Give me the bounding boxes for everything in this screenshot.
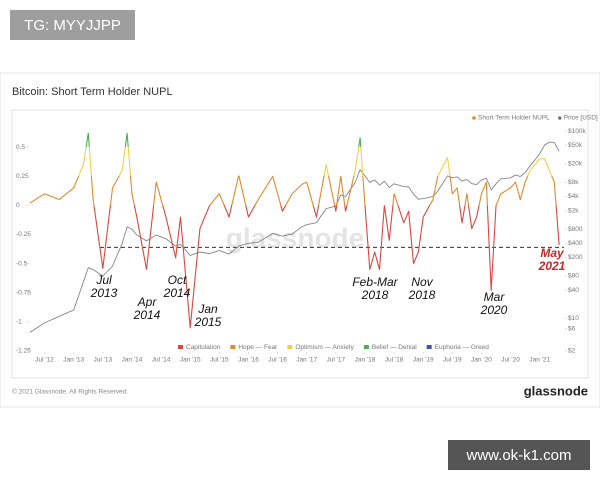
legend-label: Capitulation bbox=[186, 344, 221, 351]
nupl-line bbox=[29, 132, 560, 329]
annotation: 2014 bbox=[133, 308, 161, 322]
x-tick-label: Jul '18 bbox=[385, 357, 404, 364]
y-tick-label: 0.25 bbox=[16, 173, 29, 180]
y2-tick-label: $6 bbox=[568, 325, 576, 332]
annotation: Jan bbox=[197, 302, 218, 316]
badge: TG: MYYJJPP bbox=[10, 10, 135, 40]
legend-label: Belief — Denial bbox=[372, 344, 417, 351]
annotation: Oct bbox=[168, 273, 187, 287]
y2-tick-label: $4k bbox=[568, 193, 579, 200]
legend-swatch bbox=[287, 345, 293, 349]
legend-label: Hope — Fear bbox=[238, 344, 278, 351]
y2-tick-label: $2k bbox=[568, 207, 579, 214]
legend-swatch bbox=[230, 345, 236, 349]
legend-swatch bbox=[557, 116, 562, 120]
y-tick-label: -0.5 bbox=[16, 260, 28, 267]
x-tick-label: Jul '16 bbox=[268, 357, 287, 364]
brand: glassnode bbox=[524, 383, 588, 398]
y2-tick-label: $200 bbox=[568, 254, 583, 261]
annotation: Apr bbox=[137, 295, 158, 309]
y-tick-label: 0.5 bbox=[16, 144, 25, 151]
legend-label: Optimism — Anxiety bbox=[295, 344, 354, 351]
badge: www.ok-k1.com bbox=[448, 440, 590, 470]
y-tick-label: -0.25 bbox=[16, 231, 31, 238]
chart-frame bbox=[11, 109, 589, 379]
x-tick-label: Jul '17 bbox=[327, 357, 346, 364]
y-tick-label: 0 bbox=[16, 202, 20, 209]
x-tick-label: Jul '20 bbox=[501, 357, 520, 364]
annotation: May bbox=[540, 246, 565, 260]
y2-tick-label: $50k bbox=[568, 142, 583, 149]
x-tick-label: Jan '19 bbox=[413, 357, 434, 364]
legend-swatch bbox=[363, 345, 369, 349]
annotation: Feb-Mar bbox=[352, 275, 398, 289]
legend-swatch bbox=[178, 345, 183, 349]
annotation: 2015 bbox=[194, 315, 222, 329]
annotation: Mar bbox=[484, 290, 506, 304]
x-tick-label: Jan '21 bbox=[529, 357, 550, 364]
x-tick-label: Jan '17 bbox=[296, 357, 317, 364]
copyright: © 2021 Glassnode. All Rights Reserved. bbox=[12, 388, 128, 396]
x-tick-label: Jan '13 bbox=[63, 357, 84, 364]
y2-tick-label: $2 bbox=[568, 348, 576, 355]
x-tick-label: Jul '12 bbox=[35, 357, 54, 364]
legend-label: Price [USD] bbox=[564, 115, 598, 122]
y2-tick-label: $400 bbox=[568, 240, 583, 247]
annotation: Jul bbox=[95, 273, 112, 287]
y-tick-label: -1.25 bbox=[16, 348, 31, 355]
annotation: 2020 bbox=[480, 303, 508, 317]
x-tick-label: Jul '13 bbox=[94, 357, 113, 364]
annotation: 2021 bbox=[538, 259, 566, 273]
annotation: 2014 bbox=[163, 286, 191, 300]
legend-label: Short Term Holder NUPL bbox=[478, 115, 550, 122]
y2-tick-label: $40 bbox=[568, 287, 579, 294]
y-tick-label: -0.75 bbox=[16, 289, 31, 296]
x-tick-label: Jan '15 bbox=[180, 357, 201, 364]
legend-swatch bbox=[472, 116, 476, 120]
y-tick-label: -1 bbox=[16, 319, 22, 326]
x-tick-label: Jan '14 bbox=[122, 357, 143, 364]
y2-tick-label: $800 bbox=[568, 226, 583, 233]
y2-tick-label: $10 bbox=[568, 315, 579, 322]
chart-title: Bitcoin: Short Term Holder NUPL bbox=[12, 86, 173, 98]
y2-tick-label: $20k bbox=[568, 160, 583, 167]
legend-swatch bbox=[426, 345, 432, 349]
x-tick-label: Jul '15 bbox=[210, 357, 229, 364]
watermark: glassnode bbox=[226, 222, 364, 253]
x-tick-label: Jan '18 bbox=[355, 357, 376, 364]
annotation: 2018 bbox=[408, 288, 436, 302]
y2-tick-label: $100k bbox=[568, 128, 586, 135]
y2-tick-label: $8k bbox=[568, 179, 579, 186]
x-tick-label: Jan '20 bbox=[471, 357, 492, 364]
annotation: 2013 bbox=[90, 286, 118, 300]
annotation: Nov bbox=[411, 275, 433, 289]
x-tick-label: Jan '16 bbox=[238, 357, 259, 364]
annotation: 2018 bbox=[361, 288, 389, 302]
x-tick-label: Jul '19 bbox=[443, 357, 462, 364]
x-tick-label: Jul '14 bbox=[152, 357, 171, 364]
legend-label: Euphoria — Greed bbox=[435, 344, 490, 351]
y2-tick-label: $80 bbox=[568, 273, 579, 280]
